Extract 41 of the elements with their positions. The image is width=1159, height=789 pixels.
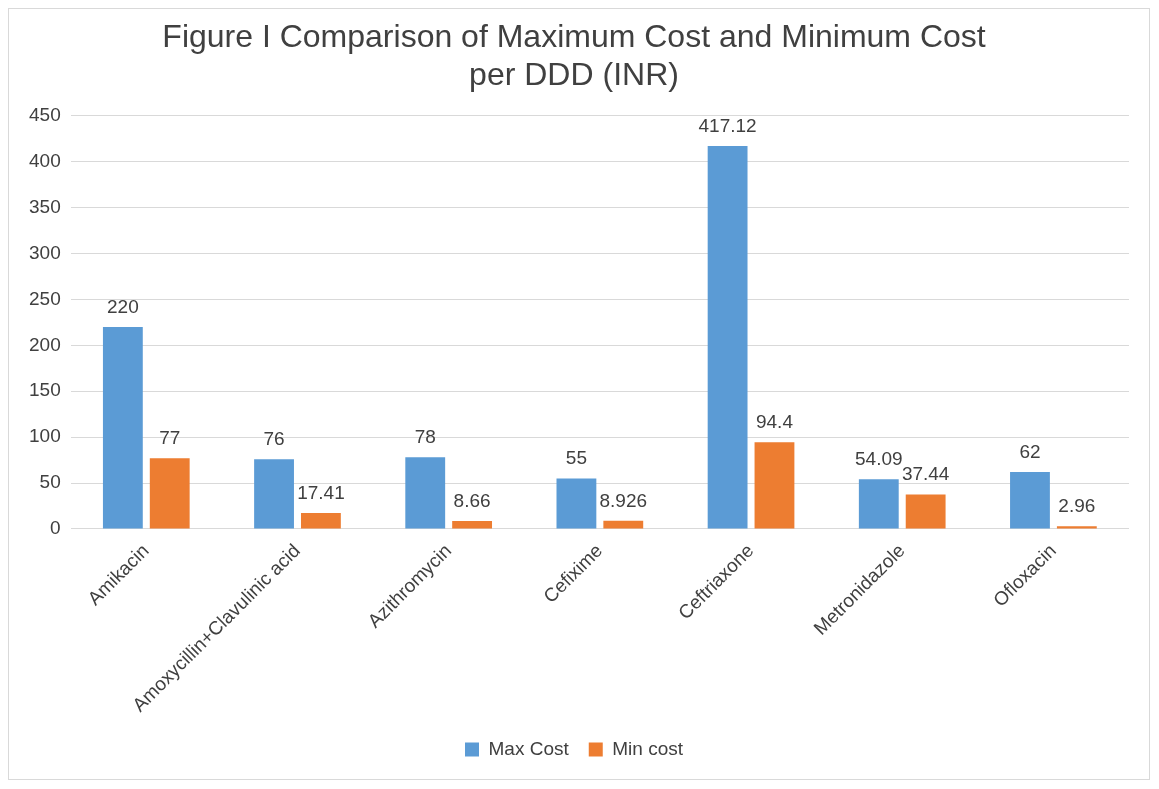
data-label: 8.66 — [453, 489, 491, 511]
bar — [102, 326, 143, 529]
bar — [858, 479, 899, 529]
bar — [405, 457, 446, 529]
bar — [905, 494, 946, 529]
bar — [603, 520, 644, 529]
data-label: 54.09 — [855, 448, 903, 470]
bar — [254, 459, 294, 529]
y-tick-label: 100 — [29, 425, 61, 447]
bar — [452, 521, 493, 529]
data-label: 417.12 — [698, 114, 757, 136]
y-tick-label: 400 — [29, 149, 61, 171]
data-label: 55 — [565, 447, 587, 469]
bar — [754, 442, 795, 529]
data-label: 220 — [107, 295, 139, 317]
y-tick-label: 450 — [29, 104, 61, 126]
data-label: 2.96 — [1058, 494, 1096, 516]
data-label: 76 — [263, 427, 285, 449]
legend-label: Max Cost — [488, 737, 570, 759]
legend-label: Min cost — [612, 737, 684, 759]
data-label: 37.44 — [901, 463, 950, 485]
y-tick-label: 300 — [29, 241, 61, 263]
data-label: 62 — [1019, 440, 1041, 462]
data-label: 94.4 — [755, 411, 794, 433]
bar — [300, 512, 341, 529]
y-tick-label: 200 — [29, 333, 61, 355]
data-label: 8.926 — [599, 489, 648, 511]
data-label: 77 — [159, 427, 181, 449]
bar — [1010, 472, 1050, 529]
y-tick-label: 150 — [29, 379, 61, 401]
chart-title: Figure I Comparison of Maximum Cost and Minimum Cost per DDD (INR) — [162, 18, 986, 93]
data-label: 78 — [414, 426, 436, 448]
y-tick-label: 250 — [29, 287, 61, 309]
bar — [1056, 526, 1097, 529]
bar — [707, 145, 748, 529]
y-tick-label: 350 — [29, 195, 61, 217]
data-label: 17.41 — [297, 481, 345, 503]
y-tick-label: 50 — [39, 471, 61, 493]
y-tick-label: 0 — [50, 517, 61, 539]
bar — [556, 478, 597, 529]
bar — [149, 458, 190, 529]
